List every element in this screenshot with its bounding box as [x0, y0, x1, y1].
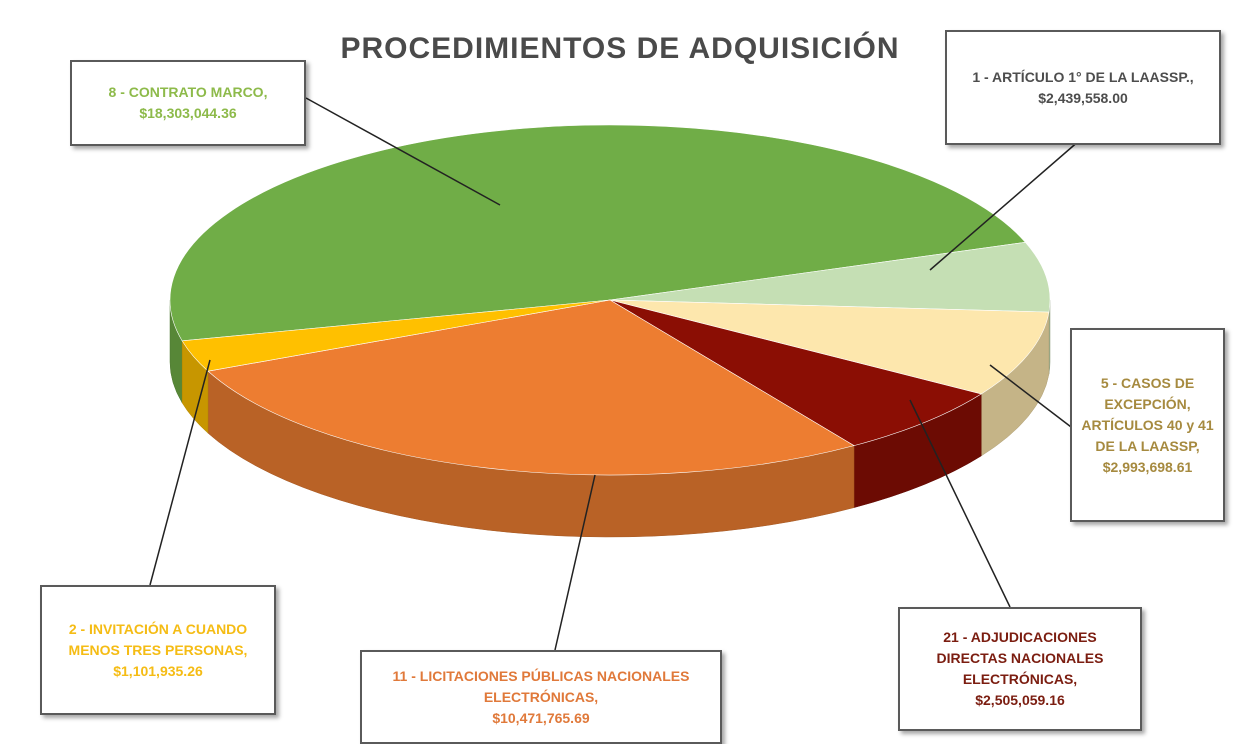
leader-line — [909, 399, 1011, 608]
data-label-box: 8 - CONTRATO MARCO, $18,303,044.36 — [70, 60, 306, 146]
pie-slice — [169, 124, 1026, 342]
data-label-value: $2,439,558.00 — [1038, 89, 1128, 106]
data-label-value: $1,101,935.26 — [113, 662, 203, 679]
data-label-value: $10,471,765.69 — [492, 709, 590, 726]
pie-slice — [181, 299, 611, 372]
leader-line — [149, 359, 211, 586]
leader-line — [305, 97, 501, 206]
chart-title: PROCEDIMIENTOS DE ADQUISICIÓN — [340, 31, 899, 65]
data-label-category: 21 - ADJUDICACIONES DIRECTAS NACIONALES … — [936, 629, 1104, 687]
pie-slice — [207, 299, 855, 476]
data-label-value: $2,505,059.16 — [975, 692, 1065, 708]
data-label-category: 5 - CASOS DE EXCEPCIÓN, ARTÍCULOS 40 y 4… — [1081, 374, 1214, 454]
pie-slice — [609, 299, 1050, 395]
leader-line — [929, 139, 1081, 271]
data-label-category: 8 - CONTRATO MARCO, — [108, 84, 268, 100]
data-label-box: 11 - LICITACIONES PÚBLICAS NACIONALES EL… — [360, 650, 722, 744]
pie-slice — [609, 241, 1051, 313]
data-label-value: $2,993,698.61 — [1102, 458, 1193, 475]
data-label-category: 1 - ARTÍCULO 1° DE LA LAASSP., — [972, 68, 1194, 85]
data-label-category: 11 - LICITACIONES PÚBLICAS NACIONALES EL… — [392, 667, 690, 705]
data-label-box: 21 - ADJUDICACIONES DIRECTAS NACIONALES … — [898, 607, 1142, 731]
pie-tops — [169, 124, 1051, 476]
leader-line — [989, 364, 1076, 431]
pie-slice — [609, 299, 982, 446]
data-label-category: 2 - INVITACIÓN A CUANDO MENOS TRES PERSO… — [68, 620, 248, 658]
data-label-box: 5 - CASOS DE EXCEPCIÓN, ARTÍCULOS 40 y 4… — [1070, 328, 1225, 522]
data-label-value: $18,303,044.36 — [139, 105, 237, 121]
data-label-box: 1 - ARTÍCULO 1° DE LA LAASSP., $2,439,558… — [945, 30, 1221, 145]
leader-line — [554, 474, 596, 651]
data-label-box: 2 - INVITACIÓN A CUANDO MENOS TRES PERSO… — [40, 585, 276, 715]
